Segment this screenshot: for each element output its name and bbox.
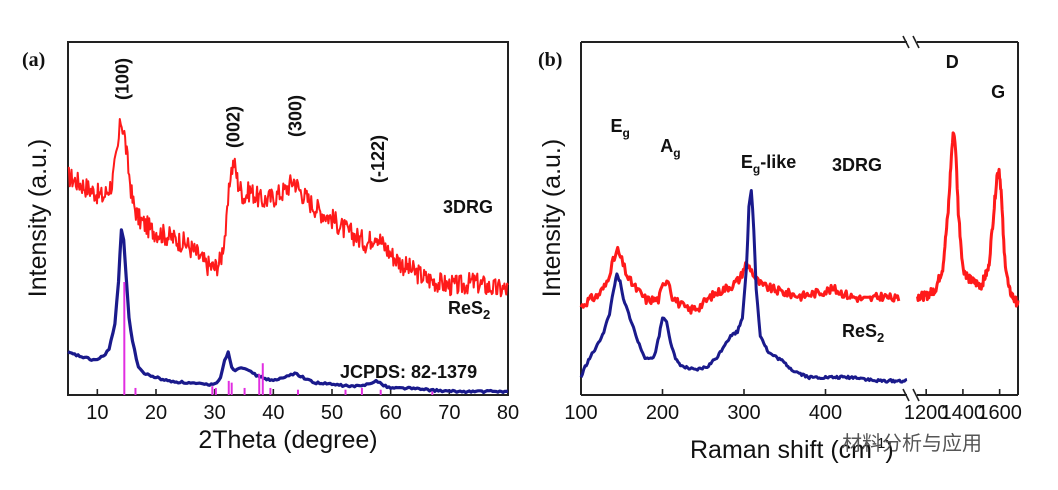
- panel-a-3drg-label: 3DRG: [443, 197, 493, 217]
- panel-a-xticks: 10 20 30 40 50 60 70 80: [86, 389, 519, 424]
- panel-a-peak-annotation: (300): [286, 95, 306, 137]
- panel-a-xtick-label: 50: [321, 402, 343, 424]
- panel-a-xlabel: 2Theta (degree): [198, 426, 377, 454]
- raman-res2-line: [579, 189, 908, 384]
- panel-b-xtick-label: 100: [564, 402, 597, 424]
- panel-b-xtick-label: 400: [809, 402, 842, 424]
- panel-b-peak-annotation: Ag: [660, 136, 680, 160]
- panel-a-annotations: (100) (002) (300) (-122): [113, 58, 388, 183]
- panel-b-xlabel: Raman shift (cm-1): [690, 435, 894, 464]
- panel-b-xtick-label: 1600: [977, 402, 1022, 424]
- axis-break-bottom-1: [902, 388, 910, 402]
- panel-a: 10 20 30 40 50 60 70 80 (a) 2Theta (degree) Int…: [22, 41, 519, 454]
- panel-a-xtick-label: 30: [204, 402, 226, 424]
- panel-b-xtick-label: 1400: [941, 402, 986, 424]
- panel-a-peak-annotation: (002): [223, 106, 243, 148]
- panel-a-xtick-label: 10: [86, 402, 108, 424]
- panel-b-peak-annotation: Eg: [610, 116, 629, 140]
- panel-b-ylabel: Intensity (a.u.): [538, 139, 566, 297]
- panel-a-frame: [67, 41, 509, 396]
- panel-a-label: (a): [22, 49, 45, 71]
- panel-b-xtick-label: 200: [646, 402, 679, 424]
- panel-a-xtick-label: 80: [497, 402, 519, 424]
- panel-a-res2-label: ReS2: [448, 298, 490, 322]
- panel-b-res2-label: ReS2: [842, 321, 884, 345]
- panel-b-label: (b): [538, 49, 562, 71]
- axis-break-top-1: [902, 35, 910, 49]
- panel-a-xtick-label: 40: [262, 402, 284, 424]
- panel-b-xtick-label: 1200: [904, 402, 949, 424]
- raman-3drg-line: [916, 131, 1020, 308]
- xrd-3drg-line: [67, 118, 509, 298]
- panel-a-ylabel: Intensity (a.u.): [24, 139, 52, 297]
- panel-a-xtick-label: 70: [438, 402, 460, 424]
- panel-a-jcpds-label: JCPDS: 82-1379: [340, 362, 477, 382]
- watermark-text: 材料分析与应用: [842, 432, 982, 455]
- panel-a-xtick-label: 60: [380, 402, 402, 424]
- panel-a-peak-annotation: (-122): [368, 135, 388, 183]
- axis-break-marks: [902, 35, 920, 402]
- panel-b-3drg-label: 3DRG: [832, 155, 882, 175]
- panel-b-peak-annotation: G: [991, 82, 1005, 102]
- panel-b-annotations: Eg Ag Eg-like D G: [610, 52, 1005, 176]
- panel-b-xtick-label: 300: [727, 402, 760, 424]
- panel-b-peak-annotation: Eg-like: [741, 152, 796, 176]
- axis-break-top-2: [912, 35, 920, 49]
- panel-a-peak-annotation: (100): [113, 58, 133, 100]
- panel-a-series: [67, 118, 509, 395]
- panel-a-xtick-label: 20: [145, 402, 167, 424]
- panel-b-series: [579, 131, 1020, 384]
- raman-3drg-line: [579, 245, 901, 315]
- xrd-res2-line: [67, 228, 509, 395]
- axis-break-bottom-2: [912, 388, 920, 402]
- panel-b-peak-annotation: D: [946, 52, 959, 72]
